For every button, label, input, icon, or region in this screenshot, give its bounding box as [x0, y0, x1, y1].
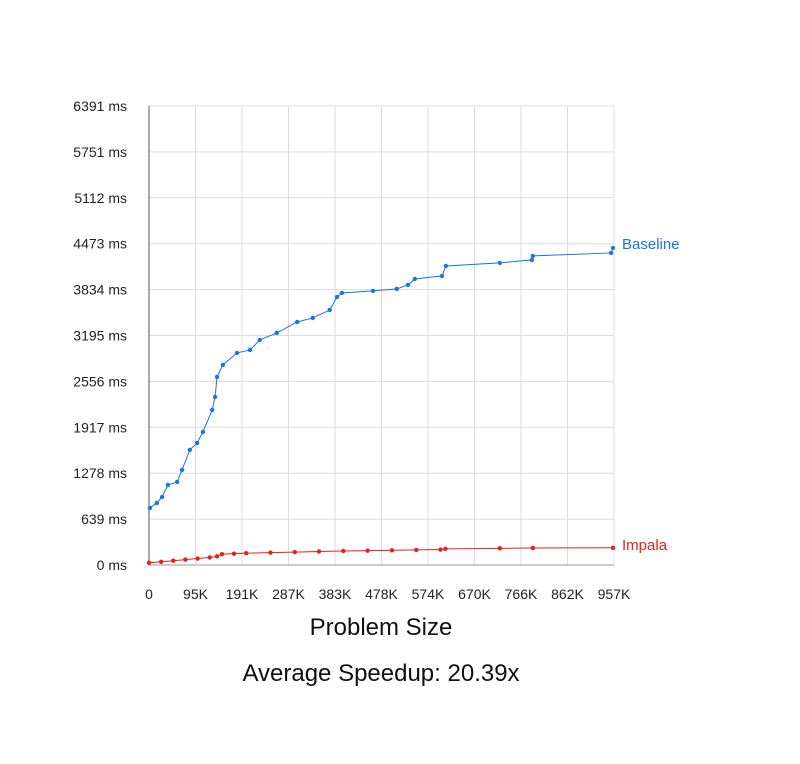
data-point: [187, 447, 193, 453]
data-point: [365, 548, 370, 553]
y-tick-label: 1278 ms: [73, 465, 127, 481]
data-point: [146, 560, 152, 566]
data-point: [405, 282, 411, 288]
data-point: [530, 253, 536, 259]
data-point: [154, 500, 159, 506]
series-label: Baseline: [622, 236, 680, 253]
data-point: [147, 505, 153, 511]
data-point: [294, 319, 300, 325]
data-point: [327, 307, 332, 313]
x-tick-label: 478K: [365, 586, 398, 602]
data-point: [274, 330, 279, 336]
grid: [148, 105, 615, 566]
data-point: [207, 555, 212, 560]
x-tick-label: 862K: [551, 586, 584, 602]
data-point: [389, 548, 395, 553]
x-tick-label: 287K: [272, 586, 305, 602]
data-point: [529, 257, 535, 263]
data-point: [334, 294, 340, 300]
x-tick-label: 957K: [598, 586, 631, 602]
data-point: [179, 467, 185, 473]
data-point: [443, 546, 448, 552]
data-point: [394, 286, 400, 292]
x-axis-title: Problem Size: [310, 614, 453, 641]
data-point: [200, 429, 206, 435]
data-point: [159, 494, 165, 500]
data-point: [268, 550, 273, 555]
x-tick-label: 766K: [505, 586, 538, 602]
data-point: [438, 547, 443, 552]
data-point: [183, 557, 188, 562]
data-point: [443, 263, 449, 269]
data-point: [214, 374, 220, 380]
data-point: [195, 556, 200, 561]
x-tick-label: 574K: [412, 586, 445, 602]
data-point: [247, 347, 253, 353]
y-tick-label: 1917 ms: [73, 419, 127, 435]
y-tick-label: 2556 ms: [73, 373, 127, 389]
y-tick-label: 0 ms: [97, 557, 127, 573]
data-point: [530, 545, 536, 551]
series-impala: Impala: [146, 537, 668, 566]
data-point: [292, 549, 297, 555]
data-point: [316, 549, 322, 554]
data-point: [214, 554, 220, 559]
x-tick-label: 383K: [319, 586, 352, 602]
data-point: [310, 315, 315, 321]
x-tick-label: 95K: [183, 586, 209, 602]
data-point: [497, 260, 503, 266]
data-point: [212, 394, 218, 400]
data-point: [257, 337, 262, 343]
chart-subtitle: Average Speedup: 20.39x: [242, 660, 519, 687]
data-point: [610, 245, 616, 251]
data-point: [414, 547, 419, 553]
data-point: [158, 559, 164, 564]
data-point: [497, 546, 503, 551]
data-point: [370, 288, 376, 294]
data-point: [243, 550, 249, 556]
data-point: [165, 482, 171, 488]
x-tick-label: 191K: [226, 586, 259, 602]
y-tick-label: 6391 ms: [73, 98, 127, 114]
series-layer: Baseline Impala: [146, 236, 680, 566]
data-point: [209, 407, 215, 413]
data-point: [219, 552, 225, 557]
y-tick-label: 5112 ms: [74, 190, 127, 206]
data-point: [608, 250, 614, 256]
data-point: [339, 290, 345, 296]
data-point: [174, 479, 180, 485]
y-tick-label: 5751 ms: [73, 144, 127, 160]
y-tick-label: 3195 ms: [73, 328, 127, 344]
data-point: [412, 276, 417, 282]
data-point: [610, 545, 616, 550]
data-point: [231, 551, 237, 556]
series-label: Impala: [622, 537, 668, 554]
series-baseline: Baseline: [147, 236, 680, 511]
data-point: [220, 362, 226, 368]
y-tick-label: 4473 ms: [73, 236, 127, 252]
data-point: [439, 273, 445, 279]
data-point: [234, 350, 240, 356]
data-point: [341, 548, 346, 554]
x-tick-label: 0: [145, 586, 153, 602]
x-axis-ticks: 0 95K 191K 287K 383K 478K 574K 670K 766K 862K 957K: [145, 586, 631, 602]
x-tick-label: 670K: [458, 586, 491, 602]
data-point: [171, 558, 176, 563]
y-axis-ticks: 0 ms 639 ms 1278 ms 1917 ms 2556 ms 3195 ms 38…: [73, 98, 127, 573]
y-tick-label: 639 ms: [81, 511, 127, 527]
y-tick-label: 3834 ms: [73, 282, 127, 298]
data-point: [194, 440, 200, 446]
series-line: [148, 547, 614, 564]
